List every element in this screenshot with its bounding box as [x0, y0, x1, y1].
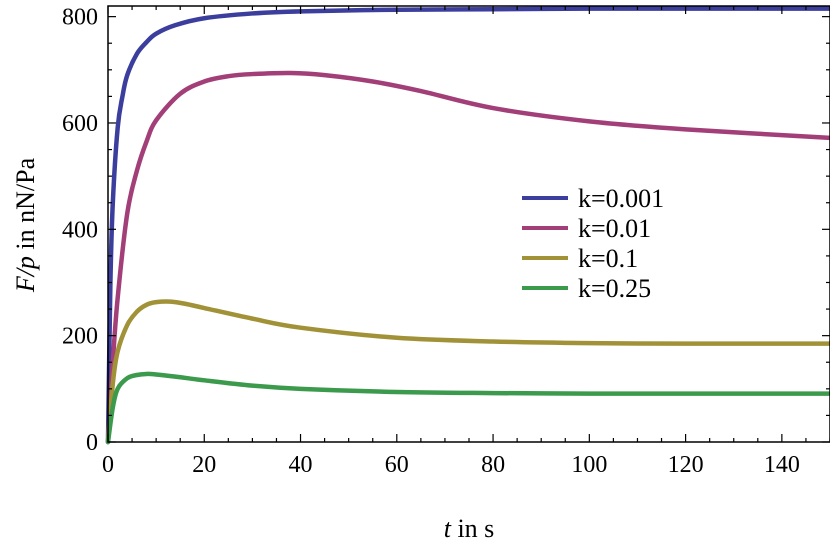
x-tick-label: 140 — [764, 452, 800, 478]
series-layer — [105, 6, 830, 445]
y-tick-label: 400 — [62, 217, 98, 243]
y-tick-label: 0 — [86, 430, 98, 456]
x-tick-label: 100 — [571, 452, 607, 478]
legend-label-4: k=0.25 — [578, 274, 651, 303]
legend-label-1: k=0.001 — [578, 184, 664, 213]
series-line-4 — [105, 371, 830, 445]
x-axis-label: t in s — [444, 514, 495, 543]
y-tick-label: 800 — [62, 5, 98, 31]
legend-label-3: k=0.1 — [578, 244, 638, 273]
x-axis-variable: t — [444, 514, 452, 543]
x-tick-label: 80 — [481, 452, 505, 478]
series-line-3 — [105, 299, 830, 445]
x-tick-label: 40 — [289, 452, 313, 478]
x-tick-label: 20 — [192, 452, 216, 478]
x-axis-unit: in s — [451, 514, 494, 543]
y-axis-label: F/p in nN/Pa — [11, 157, 40, 293]
legend-label-2: k=0.01 — [578, 214, 651, 243]
series-line-2 — [105, 70, 830, 445]
plot-frame — [107, 5, 830, 443]
series-line-1 — [105, 6, 830, 445]
x-tick-label: 0 — [102, 452, 114, 478]
y-tick-label: 600 — [62, 111, 98, 137]
ticks-layer: 0 20 40 60 80 100 120 140 0 200 400 600 800 — [62, 5, 830, 478]
x-tick-label: 120 — [668, 452, 704, 478]
y-tick-label: 200 — [62, 324, 98, 350]
y-axis-variable: F/p — [11, 256, 40, 293]
x-tick-label: 60 — [385, 452, 409, 478]
y-axis-unit: in nN/Pa — [11, 157, 40, 256]
